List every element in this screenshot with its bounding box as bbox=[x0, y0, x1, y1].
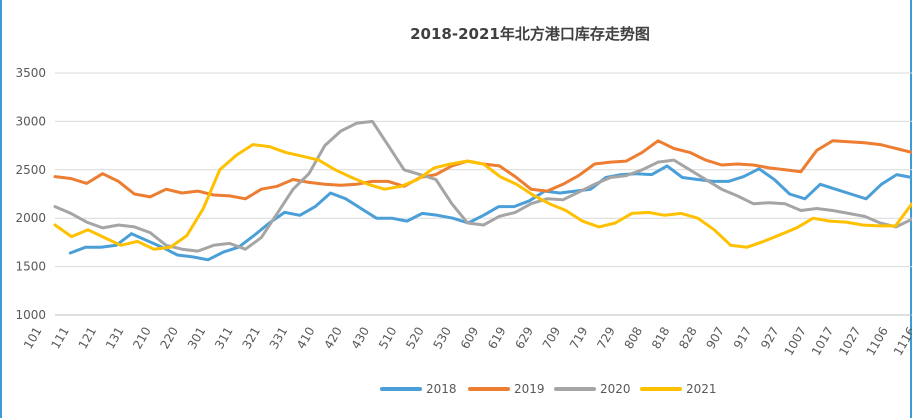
x-tick-label: 331 bbox=[267, 325, 291, 352]
x-tick-label: 111 bbox=[48, 325, 72, 352]
x-tick-label: 709 bbox=[540, 325, 564, 352]
x-tick-label: 121 bbox=[76, 325, 100, 352]
legend-label-2020: 2020 bbox=[600, 382, 631, 396]
y-tick-label: 1000 bbox=[15, 308, 46, 322]
x-tick-label: 510 bbox=[376, 325, 400, 352]
series-line-2021 bbox=[53, 143, 912, 251]
x-axis-ticks: 101 111 121 131 210 220 301 311 321 331 410 420 430 5… bbox=[21, 324, 912, 357]
x-tick-label: 321 bbox=[239, 325, 263, 352]
x-tick-label: 101 bbox=[21, 325, 45, 352]
y-tick-label: 2000 bbox=[15, 211, 46, 225]
x-tick-label: 410 bbox=[294, 325, 318, 352]
x-tick-label: 619 bbox=[485, 324, 509, 351]
x-tick-label: 311 bbox=[212, 325, 236, 352]
y-axis-ticks: 1000 1500 2000 2500 3000 3500 bbox=[15, 66, 46, 322]
x-tick-label: 1116 bbox=[891, 325, 912, 358]
x-tick-label: 818 bbox=[649, 325, 673, 352]
x-tick-label: 729 bbox=[594, 325, 618, 352]
grid-lines bbox=[55, 72, 912, 316]
x-tick-label: 917 bbox=[731, 325, 755, 352]
legend-label-2018: 2018 bbox=[426, 382, 457, 396]
legend: 2018 2019 2020 2021 bbox=[380, 382, 717, 396]
x-tick-label: 609 bbox=[458, 325, 482, 352]
x-tick-label: 430 bbox=[349, 325, 373, 352]
x-tick-label: 907 bbox=[704, 325, 728, 352]
legend-label-2021: 2021 bbox=[686, 382, 717, 396]
x-tick-label: 1017 bbox=[809, 325, 836, 358]
x-tick-label: 828 bbox=[676, 325, 700, 352]
x-tick-label: 220 bbox=[158, 325, 182, 352]
series-lines bbox=[53, 119, 912, 262]
x-tick-label: 520 bbox=[403, 325, 427, 352]
x-tick-label: 210 bbox=[130, 325, 154, 352]
y-tick-label: 1500 bbox=[15, 260, 46, 274]
series-line-2020 bbox=[53, 119, 912, 253]
x-tick-label: 1106 bbox=[864, 325, 891, 358]
x-tick-label: 420 bbox=[321, 325, 345, 352]
x-tick-label: 1007 bbox=[782, 325, 809, 358]
y-tick-label: 2500 bbox=[15, 163, 46, 177]
y-tick-label: 3000 bbox=[15, 114, 46, 128]
chart-title: 2018-2021年北方港口库存走势图 bbox=[410, 25, 650, 43]
x-tick-label: 808 bbox=[622, 325, 646, 352]
x-tick-label: 927 bbox=[758, 325, 782, 352]
y-tick-label: 3500 bbox=[15, 66, 46, 80]
legend-label-2019: 2019 bbox=[514, 382, 545, 396]
x-tick-label: 719 bbox=[567, 325, 591, 352]
x-tick-label: 301 bbox=[185, 325, 209, 352]
x-tick-label: 1027 bbox=[836, 325, 863, 358]
x-tick-label: 629 bbox=[512, 325, 536, 352]
series-line-2018 bbox=[68, 164, 912, 262]
x-tick-label: 530 bbox=[431, 325, 455, 352]
x-tick-label: 131 bbox=[103, 325, 127, 352]
